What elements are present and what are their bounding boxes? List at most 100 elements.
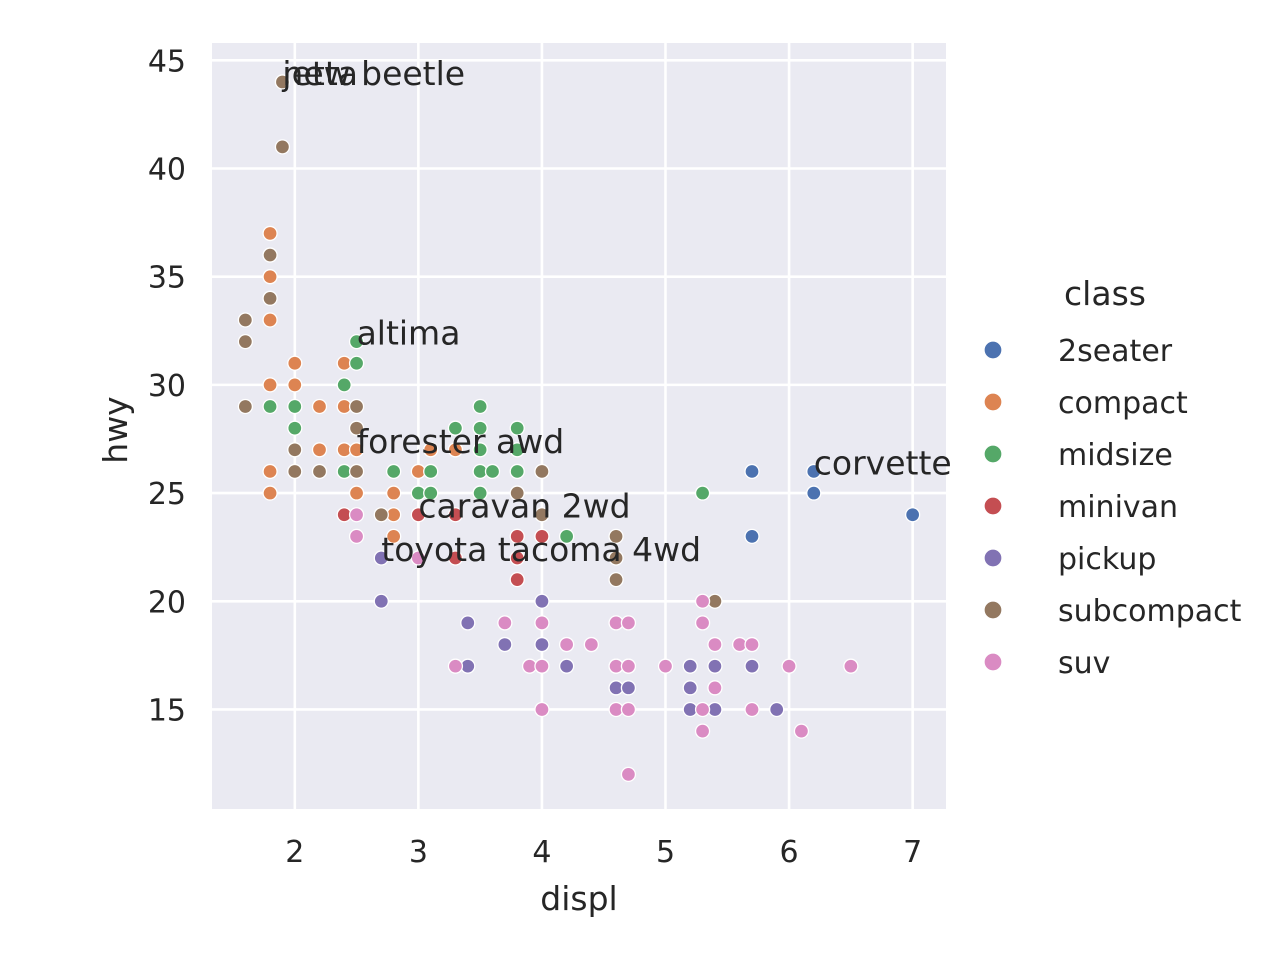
data-point-midsize xyxy=(423,463,439,480)
legend-label: suv xyxy=(1058,646,1110,681)
data-point-subcompact xyxy=(262,247,278,263)
data-point-midsize xyxy=(447,420,464,436)
data-point-subcompact xyxy=(274,74,291,90)
legend-marker-compact xyxy=(983,392,1003,412)
x-tick-label: 2 xyxy=(285,835,304,870)
y-tick-label: 35 xyxy=(148,261,186,296)
data-point-subcompact xyxy=(237,398,254,415)
x-tick-label: 7 xyxy=(903,835,922,870)
legend-label: minivan xyxy=(1058,490,1178,525)
point-annotation: new beetle xyxy=(282,54,465,93)
data-point-subcompact xyxy=(608,571,624,588)
data-point-midsize xyxy=(348,333,365,350)
data-point-2seater xyxy=(904,507,921,523)
data-point-pickup xyxy=(558,658,575,674)
data-point-suv xyxy=(694,723,711,739)
data-point-pickup xyxy=(682,658,698,674)
point-annotation: caravan 2wd xyxy=(418,487,630,526)
data-point-suv xyxy=(348,507,365,523)
point-annotation: forester awd xyxy=(357,422,565,461)
y-axis-label: hwy xyxy=(96,396,135,463)
data-point-suv xyxy=(657,658,674,674)
data-point-pickup xyxy=(682,680,698,696)
data-point-midsize xyxy=(472,420,488,436)
data-point-pickup xyxy=(373,550,389,566)
data-point-minivan xyxy=(509,550,525,566)
legend-marker-pickup xyxy=(983,548,1003,568)
data-point-suv xyxy=(534,701,550,718)
data-point-suv xyxy=(744,636,760,653)
data-point-suv xyxy=(348,528,365,545)
x-axis-label: displ xyxy=(540,879,617,918)
data-point-suv xyxy=(620,658,637,674)
data-point-compact xyxy=(287,355,303,371)
legend-label: subcompact xyxy=(1058,594,1242,629)
point-annotation: corvette xyxy=(814,443,952,482)
data-point-pickup xyxy=(744,658,760,674)
legend-label: midsize xyxy=(1058,438,1173,473)
legend-marker-subcompact xyxy=(983,600,1003,620)
data-point-suv xyxy=(447,658,464,674)
data-point-suv xyxy=(781,658,797,674)
data-point-subcompact xyxy=(262,290,278,306)
plot-area-background xyxy=(212,43,946,809)
legend-label: compact xyxy=(1058,386,1188,421)
y-tick-label: 40 xyxy=(148,153,186,188)
data-point-suv xyxy=(497,615,513,631)
data-point-minivan xyxy=(410,507,427,523)
data-point-suv xyxy=(583,636,600,653)
grid-lines xyxy=(212,43,946,809)
data-point-subcompact xyxy=(237,333,254,350)
legend-label: pickup xyxy=(1058,542,1156,577)
data-point-suv xyxy=(410,550,427,566)
data-point-pickup xyxy=(460,615,476,631)
data-point-subcompact xyxy=(348,463,365,480)
data-point-suv xyxy=(620,766,637,783)
data-point-midsize xyxy=(287,398,303,415)
data-point-compact xyxy=(423,442,439,458)
data-point-2seater xyxy=(744,528,760,545)
data-point-midsize xyxy=(348,355,365,371)
data-point-minivan xyxy=(534,528,550,545)
data-point-compact xyxy=(262,463,278,480)
data-point-midsize xyxy=(423,485,439,501)
data-point-pickup xyxy=(707,658,723,674)
data-point-pickup xyxy=(620,680,637,696)
data-point-compact xyxy=(348,442,365,458)
data-point-midsize xyxy=(694,485,711,501)
data-point-2seater xyxy=(806,485,822,501)
data-point-subcompact xyxy=(287,463,303,480)
data-point-suv xyxy=(744,701,760,718)
data-point-suv xyxy=(620,701,637,718)
data-point-subcompact xyxy=(348,420,365,436)
data-point-subcompact xyxy=(237,312,254,328)
data-point-2seater xyxy=(806,463,822,480)
data-point-subcompact xyxy=(534,507,550,523)
data-point-minivan xyxy=(509,571,525,588)
data-point-compact xyxy=(348,485,365,501)
data-point-midsize xyxy=(509,420,525,436)
data-point-midsize xyxy=(558,528,575,545)
data-point-compact xyxy=(287,377,303,393)
data-point-compact xyxy=(262,377,278,393)
data-point-suv xyxy=(694,701,711,718)
data-point-subcompact xyxy=(608,550,624,566)
data-point-compact xyxy=(262,225,278,242)
legend-marker-minivan xyxy=(983,496,1003,516)
data-point-suv xyxy=(620,615,637,631)
data-point-subcompact xyxy=(348,398,365,415)
data-point-minivan xyxy=(509,528,525,545)
legend-marker-midsize xyxy=(983,444,1003,464)
data-point-subcompact xyxy=(311,463,328,480)
y-tick-label: 30 xyxy=(148,369,186,404)
legend-marker-2seater xyxy=(983,340,1003,360)
data-point-compact xyxy=(262,312,278,328)
data-point-minivan xyxy=(447,507,464,523)
data-point-suv xyxy=(843,658,859,674)
x-tick-labels: 2 3 4 5 6 7 xyxy=(285,835,922,870)
data-point-subcompact xyxy=(287,442,303,458)
data-point-compact xyxy=(262,269,278,285)
point-annotation: jetta xyxy=(281,54,358,93)
